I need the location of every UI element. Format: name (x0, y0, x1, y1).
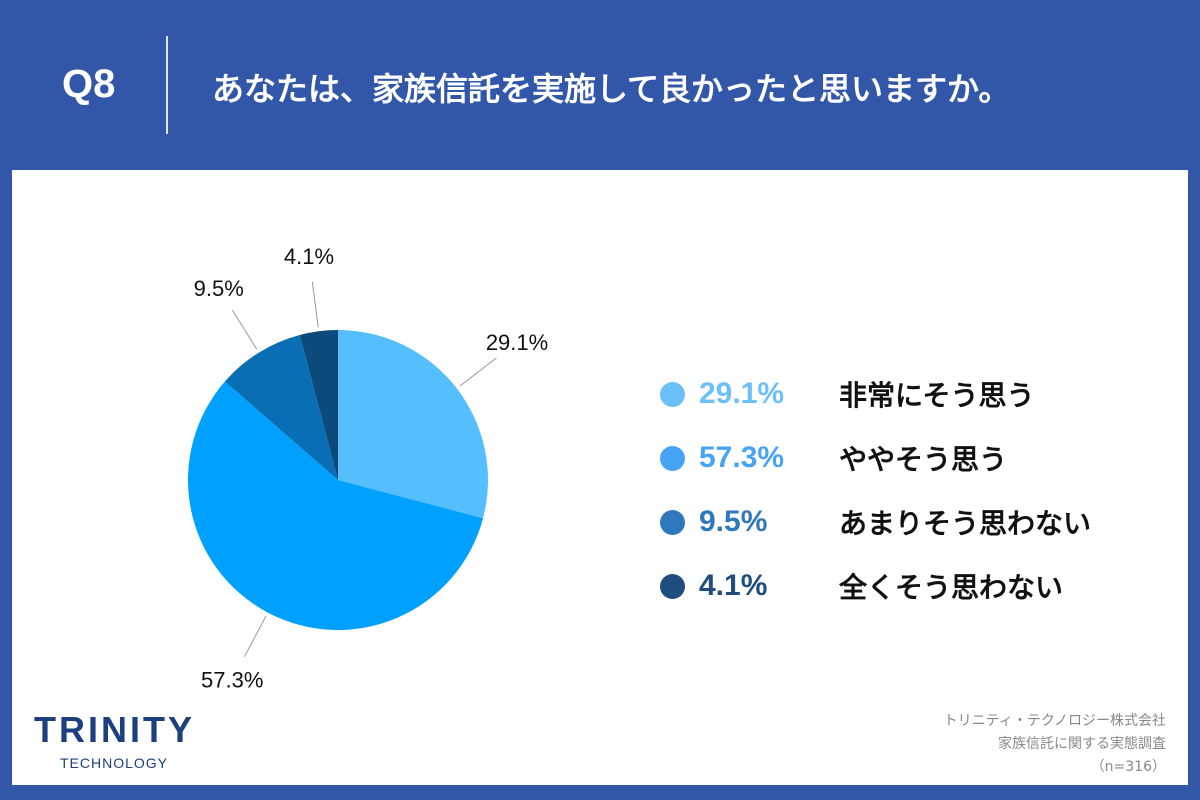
legend-percent: 29.1% (699, 377, 785, 410)
legend: 29.1% 非常にそう思う 57.3% ややそう思う 9.5% あまりそう思わない 4… (660, 362, 1091, 618)
credit-company: トリニティ・テクノロジー株式会社 (943, 713, 1166, 729)
legend-label: ややそう思う (839, 443, 1008, 476)
legend-dot (660, 445, 685, 471)
leader-line (311, 281, 319, 328)
question-title: あなたは、家族信託を実施して良かったと思いますか。 (212, 70, 1011, 108)
legend-dot (660, 381, 685, 407)
data-label: 9.5% (194, 276, 244, 301)
credit-sample-size: （n=316） (1090, 759, 1166, 775)
legend-item: 9.5% あまりそう思わない (660, 490, 1091, 554)
header-divider (166, 36, 168, 134)
logo-trinity: TRINITY (34, 709, 195, 750)
legend-item: 4.1% 全くそう思わない (660, 554, 1091, 618)
logo-technology: TECHNOLOGY (60, 755, 169, 771)
pie-slice (224, 334, 338, 480)
data-label: 4.1% (284, 244, 334, 269)
legend-item: 57.3% ややそう思う (660, 426, 1091, 490)
data-label: 29.1% (486, 330, 548, 355)
question-number: Q8 (62, 62, 116, 106)
legend-label: 非常にそう思う (839, 379, 1035, 412)
leader-line (243, 615, 267, 657)
credit-survey: 家族信託に関する実態調査 (998, 736, 1166, 752)
legend-percent: 9.5% (699, 505, 768, 538)
leader-line (459, 357, 497, 387)
legend-percent: 57.3% (699, 441, 785, 474)
data-label: 57.3% (201, 668, 263, 693)
legend-label: 全くそう思わない (839, 571, 1064, 604)
leader-line (232, 309, 258, 350)
pie-slice (299, 330, 338, 480)
legend-dot (660, 509, 685, 535)
pie-slice (188, 381, 484, 630)
legend-item: 29.1% 非常にそう思う (660, 362, 1091, 426)
pie-slice (338, 330, 489, 519)
legend-dot (660, 573, 685, 599)
legend-percent: 4.1% (699, 569, 768, 602)
credits: トリニティ・テクノロジー株式会社 家族信託に関する実態調査 （n=316） (944, 710, 1166, 779)
legend-label: あまりそう思わない (839, 507, 1092, 540)
